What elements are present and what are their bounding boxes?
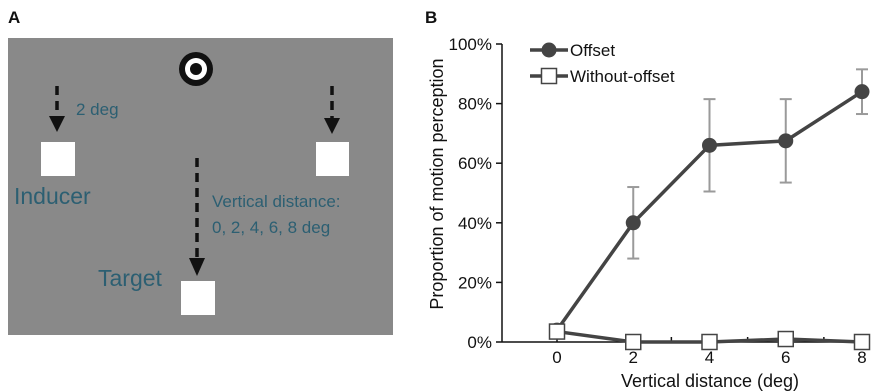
x-tick-label: 6 <box>781 348 790 367</box>
x-tick-label: 8 <box>857 348 866 367</box>
legend-marker <box>540 67 558 85</box>
data-point <box>777 330 794 348</box>
y-ticks: 0% 20% 40% 60% 80% 100% <box>449 35 502 352</box>
stimulus-panel: 2 deg Inducer Vertical distance: 0, 2, 4… <box>8 38 393 335</box>
data-point <box>701 333 718 351</box>
dashed-down-arrow-icon <box>324 86 340 134</box>
legend-label: Offset <box>570 41 615 60</box>
data-point <box>702 137 717 153</box>
panel-a-letter: A <box>8 8 21 27</box>
data-point <box>548 323 566 340</box>
bullseye-icon <box>179 52 213 86</box>
x-tick-label: 0 <box>552 348 561 367</box>
data-point <box>625 333 642 351</box>
chart-axes <box>501 44 868 343</box>
data-point <box>853 333 871 351</box>
dashed-down-arrow-icon <box>189 158 205 276</box>
data-point <box>854 84 870 100</box>
x-tick-label: 4 <box>705 348 714 367</box>
x-tick-label: 2 <box>629 348 638 367</box>
vertical-distance-label: Vertical distance: <box>212 192 341 211</box>
x-axis-label: Vertical distance (deg) <box>621 371 799 391</box>
dashed-down-arrow-icon <box>49 86 65 132</box>
target-label: Target <box>98 265 162 291</box>
stimulus-arrows <box>49 52 340 276</box>
target-square <box>181 281 215 315</box>
vertical-distance-values: 0, 2, 4, 6, 8 deg <box>212 218 331 237</box>
y-tick-label: 80% <box>458 95 492 114</box>
data-point <box>625 215 641 231</box>
y-axis-label: Proportion of motion perception <box>427 58 447 309</box>
inducer-label: Inducer <box>14 183 91 209</box>
inducer-square-left <box>41 142 75 176</box>
panel-b-letter: B <box>425 8 438 27</box>
arrow-distance-label: 2 deg <box>76 100 119 119</box>
y-tick-label: 60% <box>458 154 492 173</box>
data-point <box>778 133 794 149</box>
chart-series <box>548 68 871 351</box>
legend-marker <box>541 42 557 58</box>
chart-legend: Offset Without-offset <box>530 41 675 86</box>
y-tick-label: 100% <box>449 35 492 54</box>
inducer-square-right <box>316 142 349 176</box>
y-tick-label: 40% <box>458 214 492 233</box>
y-tick-label: 0% <box>467 333 492 352</box>
y-tick-label: 20% <box>458 273 492 292</box>
legend-label: Without-offset <box>570 67 675 86</box>
